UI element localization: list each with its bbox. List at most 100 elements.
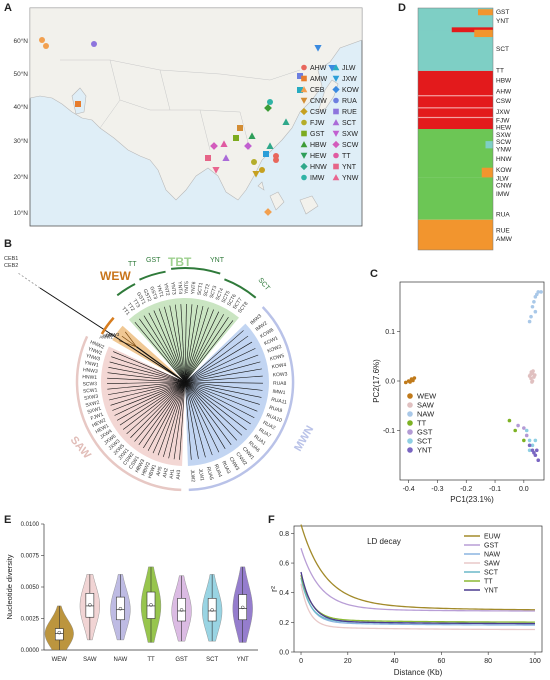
structure-pop-label: CNW bbox=[496, 183, 512, 190]
tree-inner-branch bbox=[173, 348, 186, 383]
tree-inner-branch bbox=[184, 381, 220, 390]
pca-x-tick-label: -0.1 bbox=[489, 486, 501, 493]
tree-leaf-label: YNT4 bbox=[176, 281, 183, 294]
tree-inner-branch bbox=[184, 381, 207, 411]
map-site-marker bbox=[212, 167, 220, 174]
tree-leaf-label: SCT1 bbox=[197, 282, 205, 296]
ld-y-tick-label: 0.6 bbox=[279, 561, 289, 568]
tree-inner-branch bbox=[184, 381, 198, 415]
tree-leaf-label: TT3 bbox=[131, 298, 141, 309]
tree-leaf-branch bbox=[210, 405, 243, 436]
structure-admixture bbox=[451, 27, 493, 33]
pca-y-tick-label: -0.1 bbox=[383, 428, 395, 435]
tree-leaf-label: FJW1 bbox=[90, 412, 105, 422]
pca-legend-label: NAW bbox=[417, 410, 435, 419]
tree-leaf-branch bbox=[214, 400, 251, 425]
structure-pop-label: AMW bbox=[496, 236, 513, 243]
panel-label-c: C bbox=[370, 268, 378, 280]
tree-leaf-branch bbox=[187, 304, 193, 348]
tree-inner-branch bbox=[184, 348, 196, 383]
tree-leaf-label: KOW2 bbox=[267, 344, 283, 355]
tree-leaf-branch bbox=[206, 320, 234, 355]
tree-group-label-sct: SCT bbox=[256, 277, 271, 293]
tree-leaf-label: GST2 bbox=[142, 288, 153, 303]
panel-label-a: A bbox=[4, 2, 12, 14]
violin-box bbox=[146, 591, 156, 619]
map-legend-symbol bbox=[332, 64, 340, 71]
tree-inner-branch bbox=[184, 379, 221, 383]
tree-leaf-branch bbox=[195, 307, 209, 349]
violin-box bbox=[116, 596, 125, 621]
violin-y-tick-label: 0.0000 bbox=[21, 648, 40, 654]
tree-leaf-label: YNW2 bbox=[87, 346, 103, 356]
tree-leaf-branch bbox=[107, 372, 151, 379]
map-legend-label: FJW bbox=[310, 120, 325, 127]
tree-inner-branch bbox=[180, 347, 186, 383]
tree-leaf-branch bbox=[130, 406, 161, 438]
panel-label-f: F bbox=[268, 514, 275, 526]
map-site-marker bbox=[252, 171, 260, 178]
map-legend-symbol bbox=[300, 86, 308, 93]
tree-leaf-branch bbox=[193, 415, 206, 458]
pca-x-tick-label: 0.0 bbox=[519, 486, 529, 493]
map-legend-symbol bbox=[300, 97, 308, 104]
map-legend-label: IMW bbox=[310, 175, 325, 182]
tree-leaf-branch bbox=[179, 416, 183, 460]
tree-leaf-branch bbox=[112, 394, 153, 411]
tree-leaf-label: YNW3 bbox=[85, 353, 101, 363]
structure-pop-label: JXW bbox=[496, 109, 511, 116]
tree-inner-branch bbox=[153, 381, 186, 398]
tree-leaf-label: YNT5 bbox=[184, 281, 190, 294]
tree-group-arc-wew bbox=[100, 316, 115, 335]
structure-pop-label: CSW bbox=[496, 98, 512, 105]
tree-leaf-branch bbox=[185, 304, 187, 347]
violin-mean bbox=[240, 605, 245, 610]
ld-title: LD decay bbox=[367, 537, 401, 546]
tree-leaf-branch bbox=[202, 411, 226, 449]
pca-legend-symbol bbox=[407, 429, 413, 435]
tree-leaf-label: SCT4 bbox=[215, 287, 225, 301]
tree-inner-branch bbox=[184, 352, 205, 383]
map-legend-label: YNW bbox=[342, 175, 359, 182]
tree-inner-branch bbox=[182, 381, 186, 418]
ld-legend-label: EUW bbox=[484, 534, 501, 541]
tree-leaf-label: AMW3 bbox=[106, 332, 120, 337]
ld-y-tick-label: 0.4 bbox=[279, 590, 289, 597]
structure-block bbox=[418, 219, 493, 250]
tree-leaf-label: RUA4 bbox=[213, 464, 223, 479]
map-lon-label: 80°E bbox=[171, 229, 186, 230]
ld-legend-label: NAW bbox=[484, 552, 500, 559]
tree-leaf-label: GST3 bbox=[148, 286, 158, 301]
map-site-marker bbox=[328, 65, 336, 72]
tree-inner-branch bbox=[152, 381, 186, 396]
tree-inner-branch bbox=[155, 381, 186, 402]
structure-block bbox=[418, 177, 493, 220]
tree-leaf-branch bbox=[111, 356, 152, 371]
tree-inner-branch bbox=[184, 369, 219, 383]
map-legend-label: CNW bbox=[310, 98, 327, 105]
tree-inner-branch bbox=[184, 381, 221, 383]
pca-legend-label: SAW bbox=[417, 401, 435, 410]
map-legend-label: RUE bbox=[342, 109, 357, 116]
tree-group-arc-saw bbox=[75, 335, 182, 492]
tree-leaf-branch bbox=[147, 412, 169, 451]
map-legend-label: CEB bbox=[310, 87, 325, 94]
tree-inner-branch bbox=[152, 368, 186, 383]
tree-leaf-label: IMW1 bbox=[272, 389, 286, 396]
tree-leaf-label: SCW3 bbox=[83, 381, 98, 387]
tree-inner-branch bbox=[174, 381, 186, 416]
pca-legend-symbol bbox=[407, 447, 413, 453]
map-lon-label: 140°E bbox=[337, 229, 355, 230]
map-legend-label: AHW bbox=[310, 65, 327, 72]
structure-admixture bbox=[470, 112, 493, 127]
pca-point-naw bbox=[532, 300, 536, 304]
ld-series-line-ynt bbox=[300, 571, 535, 625]
ld-series-line-tt bbox=[300, 574, 535, 623]
tree-leaf-label: HBW1 bbox=[147, 463, 158, 479]
pca-y-tick-label: 0.1 bbox=[385, 329, 395, 336]
tree-leaf-label: RUA8 bbox=[273, 381, 287, 387]
structure-pop-label: AHW bbox=[496, 88, 512, 95]
tree-leaf-branch bbox=[121, 335, 137, 348]
structure-pop-label: RUA bbox=[496, 212, 510, 219]
structure-block bbox=[418, 30, 493, 71]
